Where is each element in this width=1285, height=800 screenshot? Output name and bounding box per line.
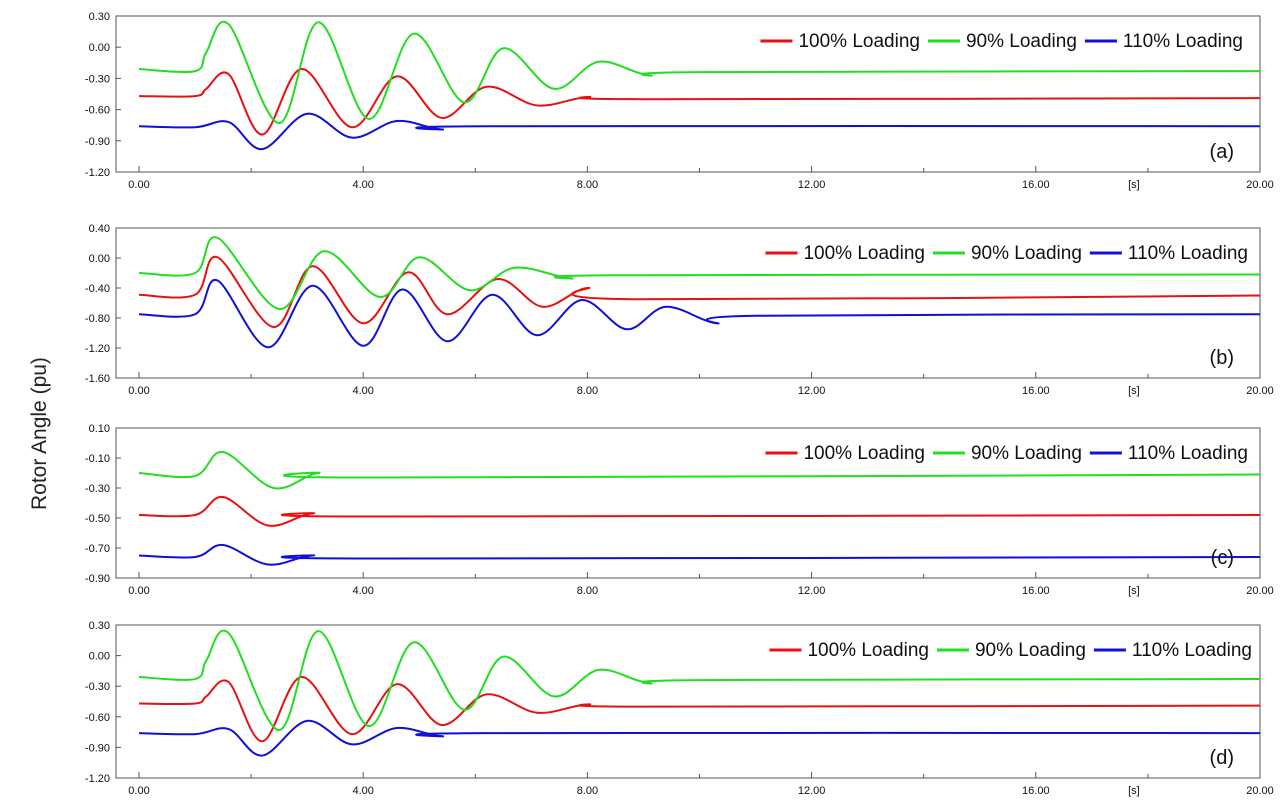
y-tick-label: -1.60 — [85, 373, 110, 385]
y-tick-label: -1.20 — [85, 773, 110, 785]
x-unit-label: [s] — [1128, 385, 1140, 397]
series-line-2 — [138, 719, 1261, 757]
x-tick-label: 16.00 — [1022, 585, 1050, 597]
legend-label-1: 90% Loading — [975, 640, 1086, 661]
y-tick-label: 0.30 — [89, 620, 110, 632]
y-tick-label: -0.30 — [85, 73, 110, 85]
x-tick-label: 4.00 — [352, 785, 373, 797]
series-line-1 — [138, 20, 1261, 125]
y-tick-label: -0.60 — [85, 712, 110, 724]
y-axis-label: Rotor Angle (pu) — [28, 357, 51, 510]
x-tick-label: 0.00 — [128, 385, 149, 397]
x-tick-label: 20.00 — [1246, 585, 1274, 597]
panel-label: (a) — [1210, 141, 1234, 163]
y-tick-label: -0.40 — [85, 283, 110, 295]
y-tick-label: 0.00 — [89, 42, 110, 54]
y-tick-label: -0.70 — [85, 543, 110, 555]
y-tick-label: 0.40 — [89, 223, 110, 235]
legend-label-0: 100% Loading — [803, 243, 925, 264]
x-tick-label: 0.00 — [128, 585, 149, 597]
x-unit-label: [s] — [1128, 585, 1140, 597]
x-tick-label: 8.00 — [577, 385, 598, 397]
legend-label-0: 100% Loading — [798, 31, 920, 52]
x-tick-label: 4.00 — [352, 179, 373, 191]
legend-label-2: 110% Loading — [1123, 31, 1243, 52]
y-tick-label: -1.20 — [85, 343, 110, 355]
panel-label: (b) — [1210, 347, 1234, 369]
y-tick-label: 0.10 — [89, 423, 110, 435]
x-tick-label: 4.00 — [352, 585, 373, 597]
y-tick-label: -1.20 — [85, 167, 110, 179]
y-tick-label: -0.90 — [85, 742, 110, 754]
y-tick-label: -0.30 — [85, 681, 110, 693]
x-tick-label: 12.00 — [798, 385, 826, 397]
series-line-2 — [138, 112, 1261, 151]
legend-label-0: 100% Loading — [807, 640, 929, 661]
x-tick-label: 20.00 — [1246, 385, 1274, 397]
y-tick-label: -0.80 — [85, 313, 110, 325]
legend-label-1: 90% Loading — [971, 443, 1082, 464]
x-tick-label: 0.00 — [128, 785, 149, 797]
plot-frame — [115, 15, 1261, 173]
x-unit-label: [s] — [1128, 785, 1140, 797]
plot-frame — [115, 227, 1261, 379]
series-line-2 — [138, 543, 1261, 566]
x-tick-label: 12.00 — [798, 585, 826, 597]
y-tick-label: 0.00 — [89, 253, 110, 265]
panel-label: (d) — [1210, 747, 1234, 769]
y-tick-label: -0.10 — [85, 453, 110, 465]
panel-1: 0.40 0.00 -0.40 -0.80 -1.20 -1.60 0.00 4.00 8.00… — [85, 223, 1274, 397]
series-line-0 — [138, 255, 1261, 329]
y-tick-label: -0.90 — [85, 573, 110, 585]
series-line-1 — [138, 629, 1261, 732]
x-tick-label: 20.00 — [1246, 785, 1274, 797]
x-unit-label: [s] — [1128, 179, 1140, 191]
y-tick-label: -0.60 — [85, 105, 110, 117]
x-tick-label: 16.00 — [1022, 179, 1050, 191]
legend-label-2: 110% Loading — [1128, 243, 1248, 264]
legend-label-2: 110% Loading — [1132, 640, 1252, 661]
panel-3: 0.30 0.00 -0.30 -0.60 -0.90 -1.20 0.00 4.00 8.00… — [85, 620, 1274, 797]
panel-label: (c) — [1211, 547, 1234, 569]
series-line-1 — [138, 236, 1261, 310]
x-tick-label: 8.00 — [577, 785, 598, 797]
legend-label-0: 100% Loading — [803, 443, 925, 464]
x-tick-label: 12.00 — [798, 179, 826, 191]
series-line-0 — [138, 495, 1261, 527]
x-tick-label: 12.00 — [798, 785, 826, 797]
plot-frame — [115, 427, 1261, 579]
x-tick-label: 8.00 — [577, 179, 598, 191]
series-line-2 — [138, 279, 1261, 349]
panel-0: 0.30 0.00 -0.30 -0.60 -0.90 -1.20 0.00 4.00 8.00… — [85, 11, 1274, 191]
y-tick-label: -0.30 — [85, 483, 110, 495]
series-line-1 — [138, 450, 1261, 490]
y-tick-label: 0.00 — [89, 651, 110, 663]
y-tick-label: -0.50 — [85, 513, 110, 525]
x-tick-label: 20.00 — [1246, 179, 1274, 191]
legend-label-1: 90% Loading — [971, 243, 1082, 264]
y-tick-label: 0.30 — [89, 11, 110, 23]
legend-label-1: 90% Loading — [966, 31, 1077, 52]
x-tick-label: 16.00 — [1022, 785, 1050, 797]
series-line-0 — [138, 68, 1261, 136]
x-tick-label: 8.00 — [577, 585, 598, 597]
panel-2: 0.10 -0.10 -0.30 -0.50 -0.70 -0.90 0.00 4.00 8.0… — [85, 423, 1274, 597]
plot-frame — [115, 624, 1261, 779]
x-tick-label: 4.00 — [352, 385, 373, 397]
series-line-0 — [138, 676, 1261, 743]
x-tick-label: 16.00 — [1022, 385, 1050, 397]
legend-label-2: 110% Loading — [1128, 443, 1248, 464]
y-tick-label: -0.90 — [85, 136, 110, 148]
x-tick-label: 0.00 — [128, 179, 149, 191]
